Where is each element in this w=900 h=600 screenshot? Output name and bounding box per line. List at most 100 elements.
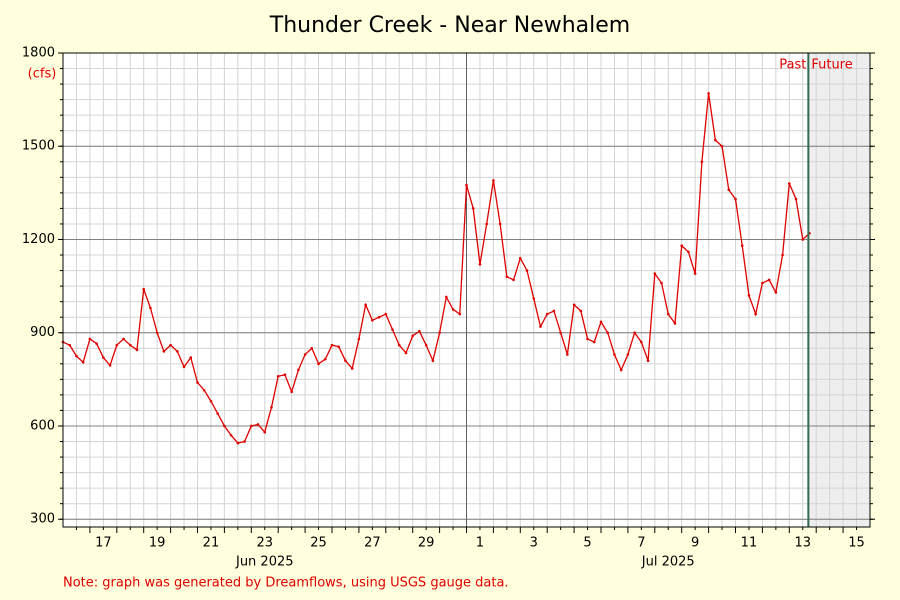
flow-point (411, 334, 415, 338)
flow-point (445, 295, 448, 299)
note: Note: graph was generated by Dreamflows,… (63, 576, 509, 591)
flow-point (559, 331, 562, 335)
flow-point (155, 331, 159, 335)
flow-point (774, 291, 778, 294)
flow-point (606, 331, 610, 335)
y-tick-label: 1800 (22, 46, 55, 61)
flow-point (135, 348, 139, 352)
x-tick-label: 5 (583, 536, 591, 551)
flow-point (189, 356, 193, 359)
flow-point (660, 281, 663, 285)
x-tick-label: 21 (203, 536, 220, 551)
flow-point (81, 360, 85, 364)
x-tick-label: 23 (256, 536, 273, 551)
flow-point (465, 183, 468, 187)
flow-point (196, 381, 199, 384)
flow-point (95, 342, 98, 345)
flow-point (512, 278, 515, 282)
flow-point (613, 353, 616, 356)
y-tick-label: 900 (30, 325, 55, 340)
flow-point (236, 441, 240, 445)
flow-point (519, 256, 522, 260)
flow-point (532, 297, 536, 300)
flow-point (700, 160, 704, 164)
flow-point (754, 312, 757, 316)
y-tick-label: 300 (30, 512, 55, 527)
y-tick-label: 1200 (22, 232, 55, 247)
flow-point (572, 303, 576, 307)
flow-point (229, 434, 233, 437)
flow-point (781, 253, 784, 257)
flow-point (88, 337, 92, 341)
flow-point (485, 222, 488, 226)
flow-point (626, 353, 630, 356)
flow-point (149, 306, 152, 310)
flow-point (202, 388, 206, 392)
flow-point (344, 359, 347, 363)
flow-point (102, 356, 105, 359)
flow-point (734, 197, 737, 201)
flow-point (794, 197, 798, 201)
x-tick-label: 15 (848, 536, 865, 551)
flow-point (330, 343, 334, 347)
flow-point (801, 238, 805, 241)
flow-point (666, 312, 670, 316)
flow-point (579, 309, 583, 313)
flow-point (451, 308, 455, 311)
flow-point (162, 350, 166, 353)
flow-point (438, 331, 441, 335)
x-tick-label: 13 (794, 536, 811, 551)
flow-point (727, 188, 731, 192)
flow-point (397, 343, 401, 347)
flow-point (75, 354, 78, 358)
flow-point (276, 374, 280, 378)
flow-line (62, 93, 810, 444)
flow-point (317, 362, 320, 366)
month-label: Jul 2025 (641, 555, 695, 570)
flow-point (176, 350, 179, 353)
flow-point (68, 343, 72, 347)
flow-point (539, 325, 542, 328)
flow-point (788, 182, 791, 185)
flow-point (505, 275, 509, 279)
flow-point (747, 294, 751, 297)
flow-point (707, 92, 710, 95)
x-tick-label: 19 (149, 536, 166, 551)
flow-point (283, 373, 287, 376)
flow-point (243, 440, 246, 443)
flow-point (128, 343, 132, 347)
flow-point (404, 351, 408, 355)
flow-point (270, 406, 273, 409)
flow-point (223, 424, 226, 428)
x-tick-label: 7 (637, 536, 645, 551)
flow-point (566, 353, 569, 356)
y-tick-label: 1500 (22, 139, 55, 154)
x-tick-label: 9 (691, 536, 699, 551)
x-tick-label: 27 (364, 536, 381, 551)
flow-point (552, 309, 556, 313)
y-unit: (cfs) (28, 67, 57, 82)
future-region (808, 53, 870, 527)
future-label: Future (811, 58, 852, 73)
flow-point (714, 138, 717, 142)
flow-point (687, 250, 690, 254)
flow-point (492, 179, 495, 182)
flow-point (424, 343, 428, 347)
month-label: Jun 2025 (235, 555, 294, 570)
chart-title: Thunder Creek - Near Newhalem (269, 13, 630, 38)
flow-point (142, 287, 145, 291)
flow-point (720, 144, 724, 148)
flow-point (545, 312, 549, 316)
flow-point (371, 319, 374, 322)
plot-frame (62, 52, 871, 528)
flow-point (680, 244, 683, 248)
flow-point (646, 359, 650, 363)
flow-point (498, 222, 502, 226)
flow-point (122, 337, 125, 341)
flow-point (323, 357, 327, 361)
flow-point (350, 367, 354, 370)
flow-point (418, 329, 421, 333)
flow-point (640, 340, 643, 344)
